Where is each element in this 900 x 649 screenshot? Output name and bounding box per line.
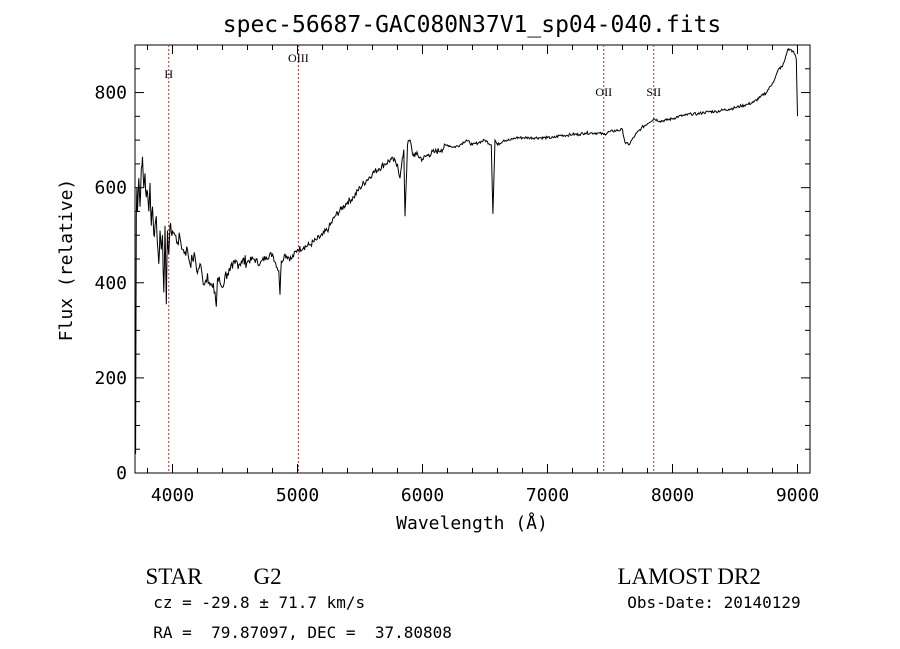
- y-tick-label: 800: [94, 83, 127, 104]
- x-tick-label: 4000: [151, 485, 194, 506]
- x-tick-label: 9000: [776, 485, 819, 506]
- y-tick-label: 0: [116, 463, 127, 484]
- emission-line-label: OII: [595, 85, 612, 99]
- x-tick-label: 8000: [651, 485, 694, 506]
- redshift-velocity: cz = -29.8 ± 71.7 km/s: [153, 593, 366, 612]
- emission-line-label: H: [164, 67, 173, 81]
- emission-line-label: OIII: [288, 51, 309, 65]
- x-axis-label: Wavelength (Å): [396, 512, 548, 534]
- x-axis-ticks: 4000 5000 6000 7000 8000 9000: [147, 45, 819, 506]
- x-tick-label: 7000: [526, 485, 569, 506]
- emission-line-markers: H OIII OII SII: [164, 45, 661, 473]
- observation-date: Obs-Date: 20140129: [627, 593, 801, 612]
- object-subclass: G2: [253, 564, 282, 589]
- x-tick-label: 5000: [276, 485, 319, 506]
- object-class: STAR: [145, 564, 203, 589]
- survey-label: LAMOST DR2: [617, 564, 761, 589]
- y-tick-label: 200: [94, 368, 127, 389]
- x-tick-label: 6000: [401, 485, 444, 506]
- plot-frame: [134, 44, 811, 474]
- series-flux-line: [135, 47, 798, 455]
- y-tick-label: 600: [94, 178, 127, 199]
- chart-title: spec-56687-GAC080N37V1_sp04-040.fits: [223, 12, 722, 38]
- y-axis-label: Flux (relative): [56, 179, 77, 342]
- y-tick-label: 400: [94, 273, 127, 294]
- plot-axes: [134, 44, 811, 474]
- emission-line-label: SII: [646, 85, 661, 99]
- sky-coordinates: RA = 79.87097, DEC = 37.80808: [153, 623, 452, 642]
